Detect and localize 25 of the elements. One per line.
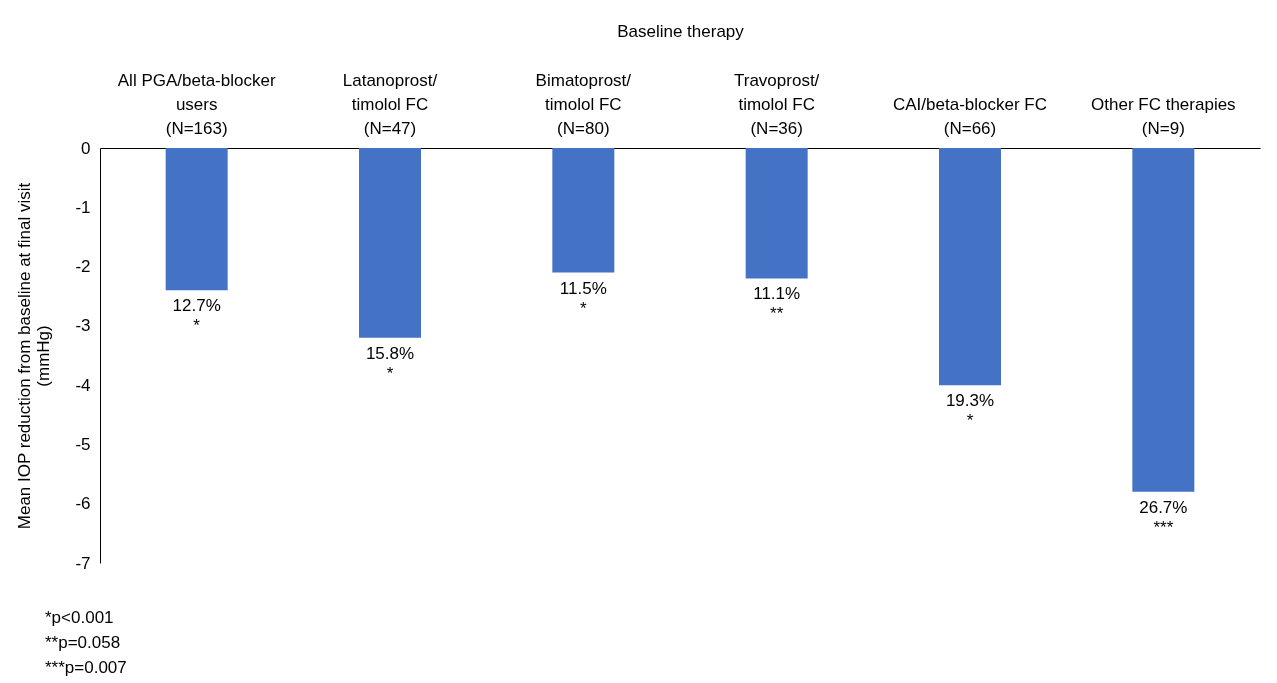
- y-tick-label: -3: [75, 316, 91, 336]
- x-tick-label: CAI/beta-blocker FC (N=66): [893, 95, 1047, 138]
- text: *p<0.001: [45, 608, 114, 627]
- x-tick-label: Bimatoprost/ timolol FC (N=80): [535, 71, 632, 138]
- y-tick-label: 0: [81, 138, 91, 158]
- y-tick-label: -7: [75, 553, 91, 573]
- x-tick-label: Other FC therapies (N=9): [1091, 95, 1236, 138]
- annotation: 12.7% *: [172, 296, 221, 336]
- annotation: 11.1% **: [753, 284, 801, 324]
- annotation: 26.7% ***: [1139, 497, 1188, 537]
- y-tick-label: -5: [75, 434, 91, 454]
- text: **p=0.058: [45, 633, 121, 652]
- y-tick-label: -1: [75, 197, 91, 217]
- y-tick-label: -6: [75, 494, 91, 514]
- x-tick-label: Latanoprost/ timolol FC (N=47): [342, 71, 438, 138]
- x-tick-label: Travoprost/ timolol FC (N=36): [733, 71, 820, 138]
- x-tick-label: All PGA/beta-blocker users (N=163): [117, 71, 276, 138]
- y-axis-title: Mean IOP reduction from baseline at final visit (mmHg): [15, 182, 54, 530]
- annotation: 15.8% *: [365, 343, 415, 383]
- annotation: 11.5% *: [559, 278, 607, 318]
- y-tick-label: -2: [75, 257, 91, 277]
- x-axis-title: Baseline therapy: [617, 21, 745, 41]
- y-tick-label: -4: [75, 375, 91, 395]
- text: ***p=0.007: [45, 658, 127, 677]
- annotation: 19.3% *: [945, 391, 995, 431]
